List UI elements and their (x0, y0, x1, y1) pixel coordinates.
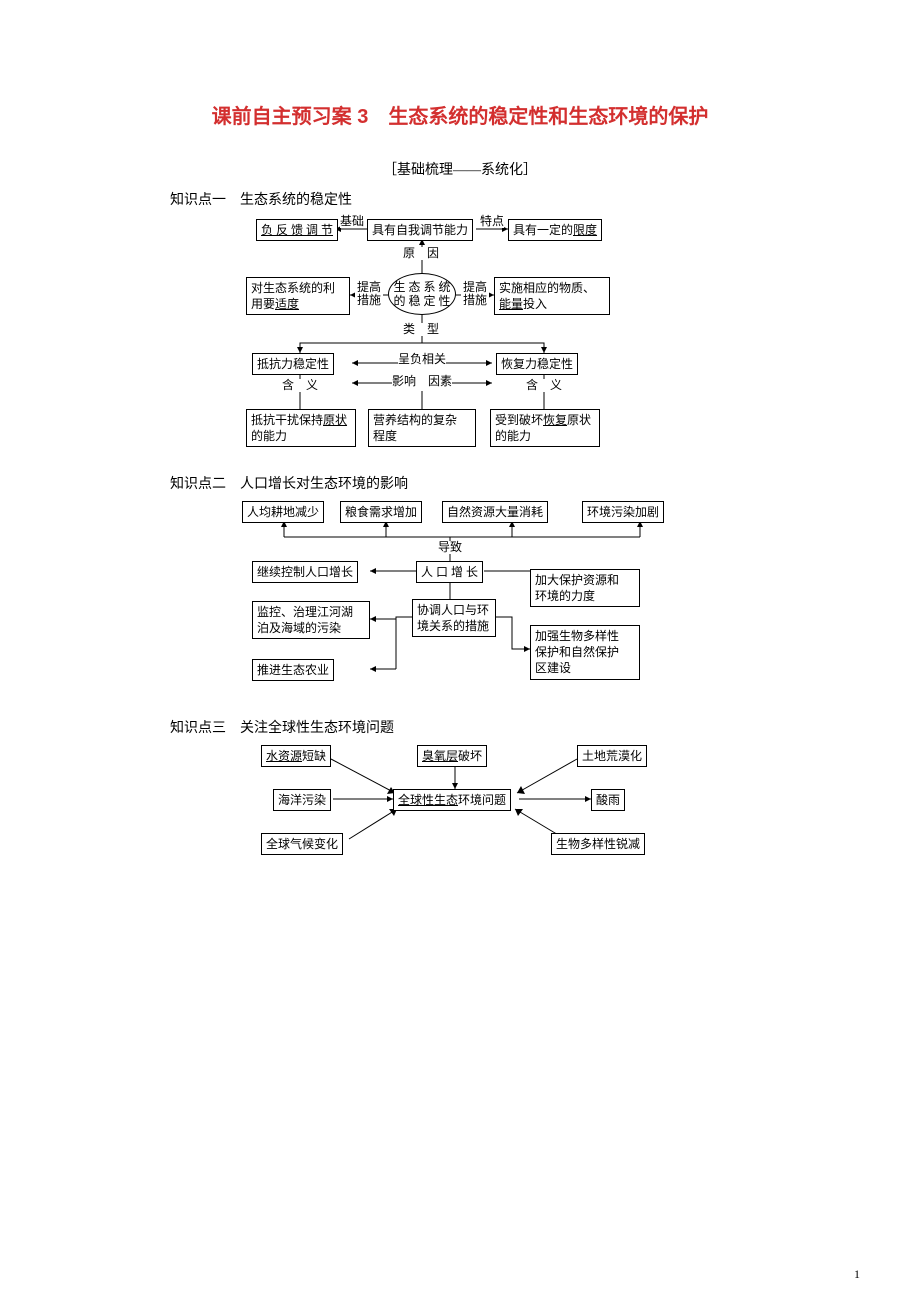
d1-resist-def: 抵抗干扰保持原状的能力 (246, 409, 356, 447)
page-subtitle: ［基础梳理——系统化］ (40, 159, 880, 179)
d2-protect: 加大保护资源和环境的力度 (530, 569, 640, 607)
d3-acid: 酸雨 (591, 789, 625, 811)
section-1-heading: 知识点一 生态系统的稳定性 (170, 189, 880, 209)
diagram-1: 负 反 馈 调 节 基础 具有自我调节能力 特点 具有一定的限度 原 因 对生态… (240, 215, 680, 465)
d2-cause: 导致 (438, 541, 462, 554)
d2-food: 粮食需求增加 (340, 501, 422, 523)
d1-negcorr: 呈负相关 (398, 353, 446, 366)
diagram-2: 人均耕地减少 粮食需求增加 自然资源大量消耗 环境污染加剧 导致 继续控制人口增… (240, 499, 680, 709)
d2-resource: 自然资源大量消耗 (442, 501, 548, 523)
d1-feedback: 负 反 馈 调 节 (256, 219, 338, 241)
d3-climate: 全球气候变化 (261, 833, 343, 855)
diagram-3: 水资源短缺 臭氧层破坏 土地荒漠化 海洋污染 全球性生态环境问题 酸雨 全球气候… (245, 743, 675, 863)
d1-type: 类 型 (403, 323, 439, 336)
d1-input: 实施相应的物质、能量投入 (494, 277, 610, 315)
d2-pollution: 环境污染加剧 (582, 501, 664, 523)
d1-complex: 营养结构的复杂程度 (368, 409, 476, 447)
d1-factor: 影响 因素 (392, 375, 452, 388)
d1-resist: 抵抗力稳定性 (252, 353, 334, 375)
d3-biodiv: 生物多样性锐减 (551, 833, 645, 855)
d2-control: 继续控制人口增长 (252, 561, 358, 583)
d3-water: 水资源短缺 (261, 745, 331, 767)
d1-reason: 原 因 (403, 247, 439, 260)
d1-limit: 具有一定的限度 (508, 219, 602, 241)
page-title: 课前自主预习案 3 生态系统的稳定性和生态环境的保护 (40, 100, 880, 129)
section-3-heading: 知识点三 关注全球性生态环境问题 (170, 717, 880, 737)
d1-center: 生 态 系 统的 稳 定 性 (388, 273, 456, 315)
d2-measures: 协调人口与环境关系的措施 (412, 599, 496, 637)
d2-bio: 加强生物多样性保护和自然保护区建设 (530, 625, 640, 680)
page-number: 1 (854, 1267, 860, 1282)
d1-recover-def: 受到破坏恢复原状的能力 (490, 409, 600, 447)
d2-agri: 推进生态农业 (252, 659, 334, 681)
section-2-heading: 知识点二 人口增长对生态环境的影响 (170, 473, 880, 493)
d1-meaningR: 含 义 (526, 379, 562, 392)
d1-raiseL: 提高措施 (355, 281, 383, 307)
d2-land: 人均耕地减少 (242, 501, 324, 523)
d1-meaningL: 含 义 (282, 379, 318, 392)
d1-raiseR: 提高措施 (461, 281, 489, 307)
d3-center: 全球性生态环境问题 (393, 789, 511, 811)
d1-feature: 特点 (480, 215, 504, 228)
d1-usage: 对生态系统的利用要适度 (246, 277, 350, 315)
d2-center: 人 口 增 长 (416, 561, 483, 583)
d1-basis: 基础 (340, 215, 364, 228)
d3-ozone: 臭氧层破坏 (417, 745, 487, 767)
d2-monitor: 监控、治理江河湖泊及海域的污染 (252, 601, 370, 639)
d1-selfreg: 具有自我调节能力 (367, 219, 473, 241)
d3-desert: 土地荒漠化 (577, 745, 647, 767)
d1-recover: 恢复力稳定性 (496, 353, 578, 375)
d3-ocean: 海洋污染 (273, 789, 331, 811)
